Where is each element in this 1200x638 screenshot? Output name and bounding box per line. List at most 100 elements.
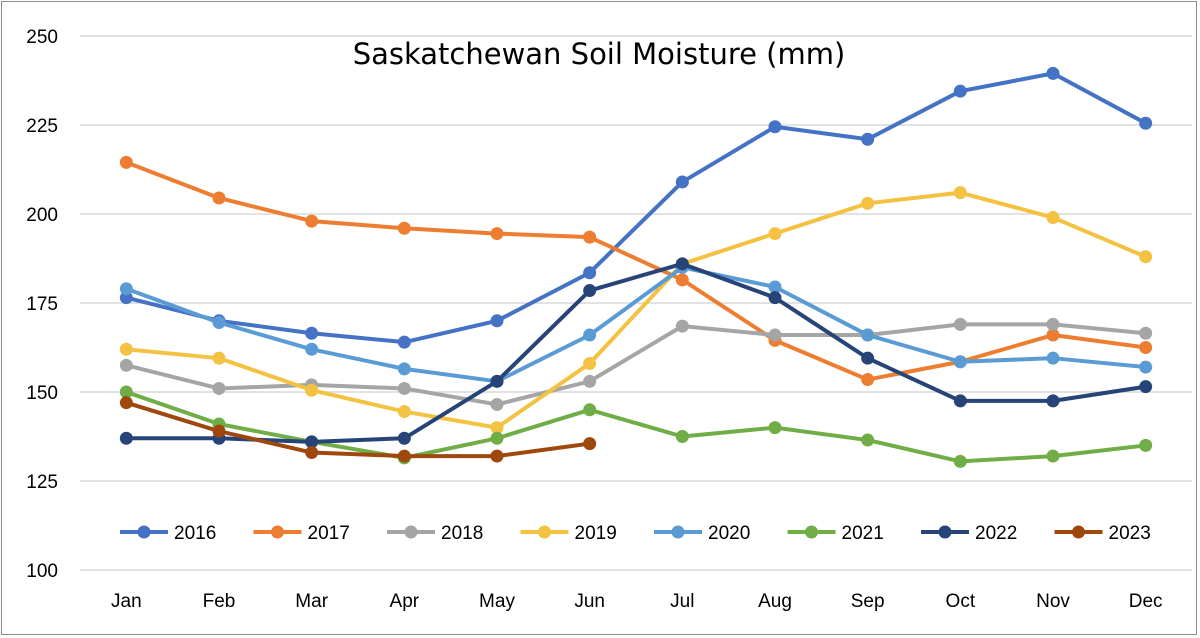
- x-tick-label: Jan: [111, 591, 142, 612]
- y-tick-label: 150: [26, 383, 58, 404]
- data-point-2016-Nov: [1046, 66, 1060, 80]
- data-point-2016-Sep: [861, 132, 875, 146]
- series-line-2017: [125, 160, 1146, 382]
- data-point-2021-Sep: [861, 433, 875, 447]
- x-tick-label: Dec: [1129, 591, 1163, 612]
- data-point-2021-Oct: [953, 454, 967, 468]
- data-point-2018-Oct: [953, 317, 967, 331]
- data-point-2017-Feb: [212, 191, 226, 205]
- legend-swatch-marker: [938, 525, 952, 539]
- data-point-2021-Jun: [583, 403, 597, 417]
- data-point-2019-May: [490, 421, 504, 435]
- series-line-2023: [125, 400, 590, 459]
- data-point-2021-May: [490, 431, 504, 445]
- series-2020: [119, 260, 1153, 388]
- data-point-2023-Feb: [212, 424, 226, 438]
- x-tick-label: Oct: [946, 591, 976, 612]
- data-point-2020-Jan: [119, 282, 133, 296]
- data-point-2023-May: [490, 449, 504, 463]
- data-point-2019-Jan: [119, 342, 133, 356]
- data-point-2020-Mar: [305, 342, 319, 356]
- series-line-2022: [126, 261, 1146, 444]
- legend-label: 2020: [708, 523, 750, 544]
- y-tick-label: 100: [26, 561, 58, 582]
- data-point-2022-Jan: [119, 431, 133, 445]
- x-tick-label: Nov: [1036, 591, 1070, 612]
- data-point-2022-Jun: [583, 284, 597, 298]
- data-point-2018-Aug: [768, 328, 782, 342]
- gridlines: [80, 35, 1192, 571]
- y-tick-label: 250: [26, 27, 58, 48]
- legend-swatch-marker: [1072, 525, 1085, 539]
- data-point-2022-Mar: [305, 435, 319, 449]
- data-point-2017-Jun: [583, 230, 597, 244]
- legend-swatch-marker: [404, 525, 418, 539]
- x-tick-label: Apr: [390, 591, 420, 612]
- data-point-2018-Jun: [583, 374, 597, 388]
- data-point-2016-Jan: [119, 291, 133, 305]
- data-point-2022-Aug: [768, 291, 782, 305]
- chart-title: Saskatchewan Soil Moisture (mm): [353, 37, 846, 71]
- data-point-2023-Jun: [583, 437, 597, 451]
- x-tick-label: May: [479, 591, 515, 612]
- data-point-2019-Jun: [583, 357, 597, 371]
- data-point-2017-Jan: [119, 155, 133, 169]
- legend-swatch-marker: [671, 525, 685, 539]
- data-point-2021-Jul: [675, 430, 689, 443]
- legend-item-2021: 2021: [787, 523, 884, 544]
- data-point-2018-Jan: [119, 358, 133, 372]
- data-point-2017-Mar: [305, 214, 319, 228]
- data-point-2022-Jul: [675, 257, 689, 271]
- legend-swatch-marker: [538, 525, 551, 539]
- legend-swatch-marker: [137, 525, 151, 539]
- data-point-2017-Dec: [1139, 341, 1153, 354]
- data-point-2017-Apr: [397, 221, 411, 235]
- series-line-2020: [125, 265, 1146, 384]
- series-2018: [119, 317, 1153, 411]
- data-point-2022-Nov: [1046, 394, 1060, 408]
- data-point-2019-Sep: [861, 196, 875, 210]
- data-point-2019-Oct: [953, 186, 967, 200]
- data-point-2019-Apr: [397, 405, 411, 419]
- data-point-2016-Apr: [397, 335, 411, 349]
- data-point-2021-Dec: [1139, 438, 1153, 452]
- y-tick-label: 175: [26, 294, 58, 315]
- x-tick-label: Feb: [203, 591, 236, 612]
- x-tick-label: Jul: [670, 591, 694, 612]
- data-point-2020-Feb: [212, 316, 226, 330]
- data-point-2020-Sep: [861, 328, 875, 342]
- y-tick-label: 125: [26, 472, 58, 493]
- data-point-2022-Dec: [1139, 380, 1153, 394]
- data-point-2020-Aug: [768, 280, 782, 294]
- legend-label: 2017: [308, 523, 350, 544]
- data-point-2016-May: [490, 314, 504, 328]
- legend-item-2017: 2017: [253, 523, 350, 544]
- data-point-2019-Aug: [768, 227, 782, 241]
- legend-label: 2016: [174, 523, 216, 544]
- data-point-2016-Jun: [583, 266, 597, 280]
- series-2019: [119, 186, 1153, 435]
- data-point-2020-Oct: [953, 355, 967, 369]
- series-2022: [119, 257, 1153, 449]
- x-axis-ticks: Jan Feb Mar Apr May Jun Jul Aug Sep Oct Nov Dec: [111, 591, 1163, 612]
- data-point-2018-May: [490, 397, 504, 411]
- legend: 2016 2017 2018 2019 2020 2021 2022 2023: [120, 523, 1151, 544]
- legend-label: 2022: [975, 523, 1017, 544]
- data-point-2021-Aug: [768, 421, 782, 435]
- data-point-2022-Apr: [397, 431, 411, 445]
- data-point-2020-Jun: [583, 328, 597, 342]
- legend-item-2023: 2023: [1054, 523, 1151, 544]
- legend-label: 2018: [441, 523, 483, 544]
- data-point-2019-Nov: [1046, 211, 1060, 225]
- series-2021: [119, 385, 1153, 468]
- data-point-2021-Jan: [119, 385, 133, 399]
- data-point-2018-Jul: [675, 319, 689, 333]
- data-point-2021-Nov: [1046, 449, 1060, 463]
- x-tick-label: Aug: [758, 591, 792, 612]
- data-point-2018-Nov: [1046, 317, 1060, 331]
- data-point-2018-Dec: [1139, 326, 1153, 340]
- series-layer: [119, 66, 1153, 468]
- y-tick-label: 200: [26, 205, 58, 226]
